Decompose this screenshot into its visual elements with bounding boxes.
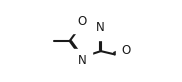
Text: N: N — [78, 54, 86, 67]
Text: N: N — [96, 21, 104, 34]
Text: O: O — [77, 15, 86, 28]
Text: O: O — [121, 44, 131, 57]
